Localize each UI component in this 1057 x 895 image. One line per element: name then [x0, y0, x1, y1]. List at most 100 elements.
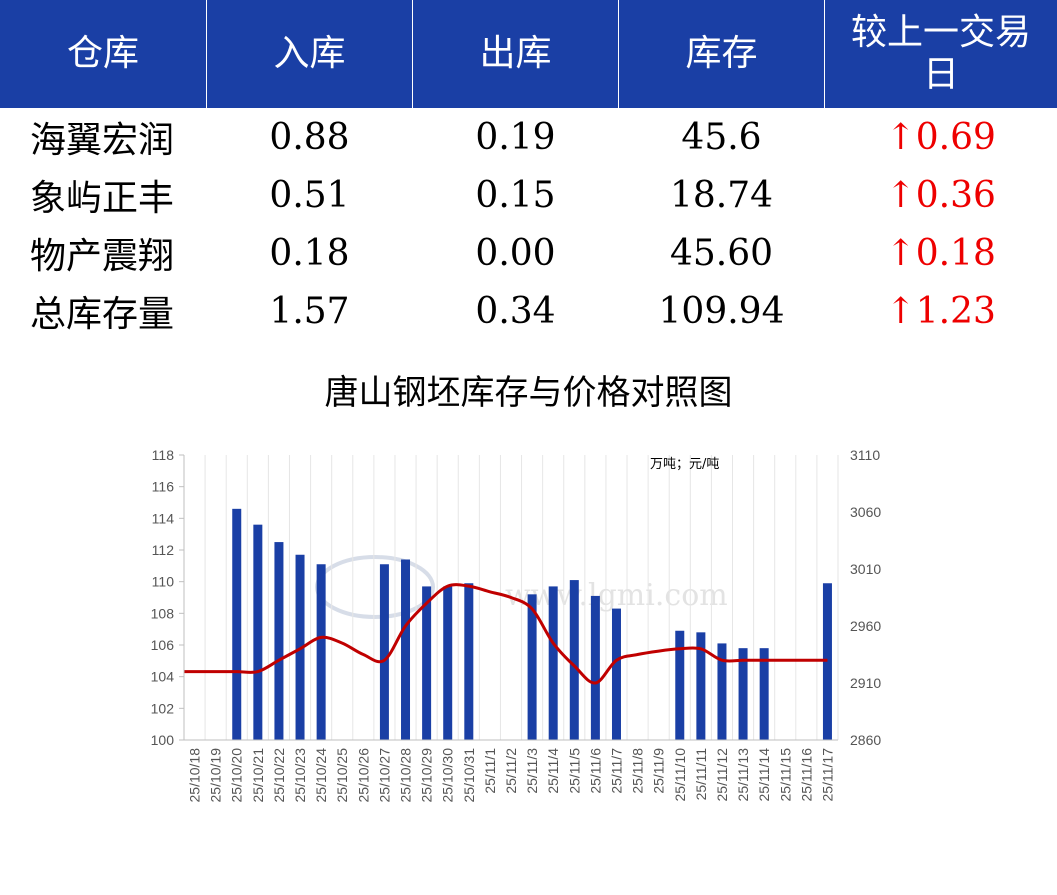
x-tick-label: 25/11/15 — [777, 748, 793, 802]
bar — [232, 508, 242, 740]
y-right-tick-label: 2860 — [850, 732, 881, 748]
x-tick-label: 25/10/19 — [208, 748, 224, 803]
header-stock: 库存 — [618, 0, 825, 108]
line-series — [184, 583, 828, 685]
x-tick-label: 25/10/28 — [398, 748, 414, 803]
cell-in: 1.57 — [269, 290, 350, 332]
table-header-row: 仓库 入库 出库 库存 较上一交易日 — [0, 0, 1057, 108]
x-tick-label: 25/10/24 — [313, 748, 329, 803]
y-left-tick-label: 102 — [151, 700, 175, 716]
y-right-tick-label: 3110 — [850, 447, 880, 463]
bar — [464, 583, 474, 740]
x-tick-label: 25/11/6 — [587, 748, 603, 794]
y-left-tick-label: 100 — [151, 732, 175, 748]
x-tick-label: 25/10/29 — [419, 748, 435, 803]
x-tick-label: 25/11/16 — [798, 748, 814, 802]
x-tick-label: 25/11/1 — [482, 748, 498, 794]
x-tick-label: 25/11/12 — [714, 748, 730, 802]
bar — [443, 586, 453, 740]
price-line — [184, 583, 828, 685]
x-tick-label: 25/10/27 — [376, 748, 392, 803]
cell-stock: 109.94 — [658, 290, 785, 332]
x-tick-label: 25/11/2 — [503, 748, 519, 794]
y-left-tick-label: 106 — [151, 637, 175, 653]
bar — [527, 594, 537, 740]
chart-svg: www.lgmi.com 100 102 104 106 108 110 112 114 116… — [151, 447, 882, 803]
cell-change: ↑0.36 — [885, 174, 996, 216]
header-outbound: 出库 — [412, 0, 619, 108]
cell-out: 0.15 — [475, 174, 556, 216]
cell-in: 0.88 — [269, 116, 350, 158]
header-inbound: 入库 — [206, 0, 413, 108]
x-tick-label: 25/10/23 — [292, 748, 308, 803]
cell-out: 0.19 — [475, 116, 556, 158]
y-left-tick-label: 118 — [152, 447, 175, 463]
chart-title: 唐山钢坯库存与价格对照图 — [324, 373, 733, 413]
x-tick-label: 25/10/31 — [461, 748, 477, 803]
cell-change: ↑1.23 — [885, 290, 996, 332]
bar — [422, 586, 432, 740]
y-right-tick-label: 3060 — [850, 504, 881, 520]
x-tick-label: 25/10/22 — [271, 748, 287, 803]
y-right-tick-label: 2910 — [850, 675, 881, 691]
cell-name: 物产震翔 — [30, 236, 175, 277]
bar — [759, 648, 769, 740]
y-right-tick-label: 3010 — [850, 561, 881, 577]
y-left-tick-label: 114 — [152, 510, 175, 526]
cell-stock: 45.6 — [681, 116, 762, 158]
bar — [379, 564, 389, 740]
x-tick-label: 25/10/25 — [334, 748, 350, 803]
y-right-tick-label: 2960 — [850, 618, 881, 634]
bar — [253, 524, 263, 740]
x-tick-label: 25/10/30 — [440, 748, 456, 803]
x-tick-label: 25/11/11 — [693, 748, 709, 801]
bar — [274, 542, 284, 740]
bar — [548, 586, 558, 740]
x-tick-label: 25/11/17 — [819, 748, 835, 802]
bar — [675, 630, 685, 740]
cell-stock: 18.74 — [669, 174, 774, 216]
x-tick-label: 25/11/10 — [672, 748, 688, 802]
cell-stock: 45.60 — [669, 232, 774, 274]
x-tick-label: 25/10/18 — [187, 748, 203, 803]
x-tick-label: 25/11/14 — [756, 748, 772, 802]
x-tick-label: 25/11/5 — [566, 748, 582, 794]
cell-in: 0.51 — [269, 174, 350, 216]
header-change-text: 较上一交易日 — [851, 12, 1032, 95]
y-left-tick-label: 110 — [152, 574, 175, 590]
x-tick-label: 25/11/3 — [524, 748, 540, 794]
table-row: 海翼宏润 0.88 0.19 45.6 ↑0.69 — [0, 108, 1057, 166]
unit-label: 万吨；元/吨 — [650, 457, 719, 472]
bar-series — [232, 508, 832, 740]
chart-grid — [183, 455, 839, 740]
y-left-tick-label: 116 — [152, 479, 175, 495]
watermark-text: www.lgmi.com — [505, 578, 728, 613]
watermark: www.lgmi.com — [315, 555, 728, 619]
chart-axes: 100 102 104 106 108 110 112 114 116 118 2860 2910 29… — [151, 447, 882, 803]
bar — [738, 648, 748, 740]
x-tick-label: 25/11/7 — [608, 748, 624, 794]
chart-area: www.lgmi.com 100 102 104 106 108 110 112 114 116… — [0, 343, 1057, 895]
cell-out: 0.34 — [475, 290, 556, 332]
table-row: 象屿正丰 0.51 0.15 18.74 ↑0.36 — [0, 166, 1057, 224]
bar — [401, 559, 411, 740]
bar — [611, 608, 621, 740]
x-tick-label: 25/10/26 — [355, 748, 371, 803]
header-change: 较上一交易日 — [824, 0, 1057, 108]
header-warehouse: 仓库 — [0, 0, 207, 108]
bar — [696, 632, 706, 740]
cell-name: 象屿正丰 — [30, 178, 175, 219]
cell-name: 海翼宏润 — [30, 120, 175, 161]
bar — [569, 580, 579, 740]
cell-change: ↑0.69 — [885, 116, 996, 158]
y-left-tick-label: 104 — [151, 669, 175, 685]
x-tick-label: 25/11/9 — [651, 748, 667, 794]
x-tick-label: 25/10/20 — [229, 748, 245, 803]
cell-out: 0.00 — [475, 232, 556, 274]
cell-in: 0.18 — [269, 232, 350, 274]
cell-name: 总库存量 — [30, 294, 175, 335]
x-tick-label: 25/11/13 — [735, 748, 751, 802]
x-tick-label: 25/11/8 — [630, 748, 646, 794]
bar — [590, 595, 600, 740]
x-tick-label: 25/11/4 — [545, 748, 561, 794]
